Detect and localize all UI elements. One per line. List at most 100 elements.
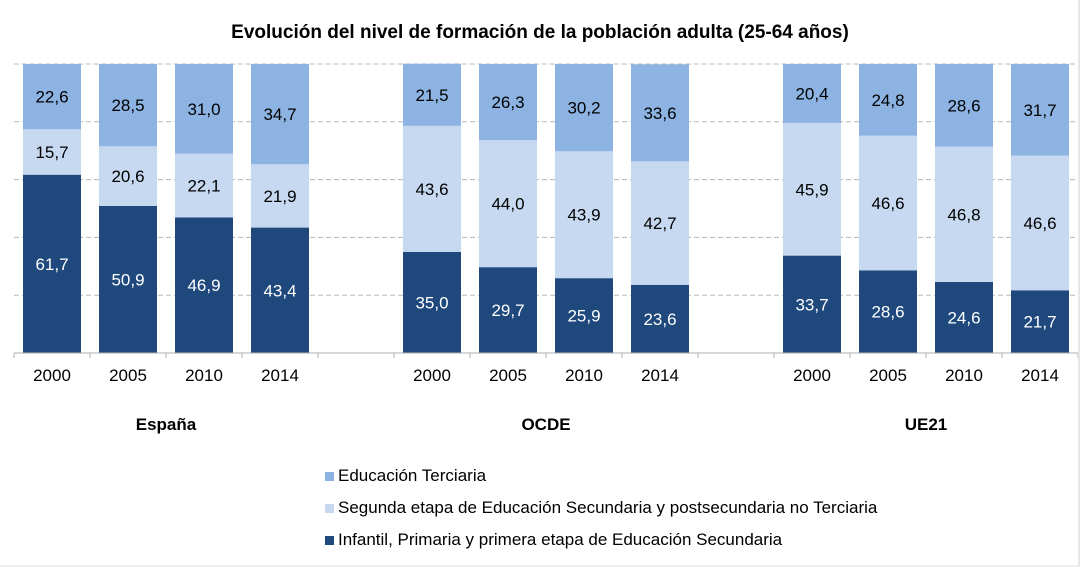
x-tick-label: 2000 <box>793 366 831 385</box>
bar-segment <box>251 64 309 165</box>
data-label: 28,6 <box>871 303 904 322</box>
legend-item-terciaria: Educación Terciaria <box>325 460 877 492</box>
frame-edge-bottom <box>0 565 1080 567</box>
bar-segment <box>783 122 841 256</box>
bar-segment <box>23 174 81 353</box>
bar-segment <box>251 227 309 353</box>
x-tick-label: 2014 <box>641 366 679 385</box>
data-label: 30,2 <box>567 99 600 118</box>
bar-segment <box>631 284 689 353</box>
bar-segment <box>175 153 233 218</box>
data-label: 20,6 <box>111 167 144 186</box>
bar-segment <box>783 64 841 123</box>
data-label: 45,9 <box>795 180 828 199</box>
bar-segment <box>99 146 157 206</box>
data-label: 21,9 <box>263 187 296 206</box>
bar-segment <box>1011 155 1069 291</box>
bar-segment <box>631 161 689 285</box>
chart-title: Evolución del nivel de formación de la p… <box>231 22 849 43</box>
x-tick-label: 2005 <box>869 366 907 385</box>
bar-segment <box>23 129 81 175</box>
legend-label-terciaria: Educación Terciaria <box>338 466 487 485</box>
bar-segment <box>403 251 461 353</box>
bar-segment <box>479 267 537 353</box>
bar-segment <box>251 164 309 228</box>
bar-segment <box>935 146 993 282</box>
bars: 61,7 15,7 22,6 50,9 20,6 28,5 46,9 22,1 31,0 43,4… <box>23 63 1069 353</box>
group-label: España <box>136 415 197 434</box>
bar-segment <box>175 217 233 353</box>
x-tick-label: 2014 <box>261 366 299 385</box>
bar-segment <box>631 64 689 162</box>
data-label: 43,6 <box>415 180 448 199</box>
data-label: 24,6 <box>947 308 980 327</box>
legend-item-segunda-etapa: Segunda etapa de Educación Secundaria y … <box>325 492 877 524</box>
bar-segment <box>555 64 613 152</box>
legend-swatch-terciaria <box>325 471 334 481</box>
data-label: 44,0 <box>491 195 524 214</box>
bar-segment <box>555 151 613 279</box>
legend-label-segunda-etapa: Segunda etapa de Educación Secundaria y … <box>338 498 878 517</box>
x-tick-label: 2000 <box>413 366 451 385</box>
bar-segment <box>99 64 157 147</box>
data-label: 43,9 <box>567 206 600 225</box>
bar-segment <box>403 63 461 126</box>
data-label: 26,3 <box>491 93 524 112</box>
data-label: 61,7 <box>35 255 68 274</box>
bar-segment <box>859 64 917 136</box>
data-label: 42,7 <box>643 214 676 233</box>
data-label: 46,6 <box>1023 214 1056 233</box>
x-tick-label: 2014 <box>1021 366 1059 385</box>
x-axis: 2000 2005 2010 2014 España 2000 2005 2010 2014 OC… <box>13 352 1079 434</box>
x-tick-label: 2005 <box>109 366 147 385</box>
data-label: 34,7 <box>263 105 296 124</box>
data-label: 46,6 <box>871 194 904 213</box>
data-label: 29,7 <box>491 301 524 320</box>
data-label: 28,6 <box>947 96 980 115</box>
group-label: OCDE <box>521 415 570 434</box>
data-label: 35,0 <box>415 293 448 312</box>
bar-segment <box>935 281 993 353</box>
legend-item-primera-etapa: Infantil, Primaria y primera etapa de Ed… <box>325 524 877 556</box>
data-label: 23,6 <box>643 310 676 329</box>
group-label: UE21 <box>905 415 948 434</box>
data-label: 15,7 <box>35 143 68 162</box>
bar-segment <box>555 278 613 353</box>
bar-segment <box>479 64 537 141</box>
legend: Educación Terciaria Segunda etapa de Edu… <box>325 460 877 556</box>
data-label: 46,8 <box>947 205 980 224</box>
data-label: 20,4 <box>795 84 828 103</box>
legend-swatch-primera-etapa <box>325 535 334 545</box>
bar-segment <box>403 125 461 252</box>
bar-segment <box>935 64 993 147</box>
data-label: 22,6 <box>35 88 68 107</box>
data-label: 25,9 <box>567 307 600 326</box>
legend-swatch-segunda-etapa <box>325 503 334 513</box>
bar-segment <box>479 140 537 268</box>
bar-segment <box>1011 64 1069 156</box>
data-label: 43,4 <box>263 281 296 300</box>
x-tick-label: 2010 <box>565 366 603 385</box>
bar-segment <box>23 64 81 130</box>
x-tick-label: 2000 <box>33 366 71 385</box>
data-label: 33,6 <box>643 104 676 123</box>
bar-segment <box>859 135 917 271</box>
data-label: 21,7 <box>1023 313 1056 332</box>
data-label: 24,8 <box>871 91 904 110</box>
data-label: 28,5 <box>111 96 144 115</box>
frame-edge-right <box>1078 0 1080 567</box>
data-label: 33,7 <box>795 295 828 314</box>
bar-segment <box>175 64 233 154</box>
bar-segment <box>783 255 841 353</box>
data-label: 22,1 <box>187 177 220 196</box>
bar-segment <box>859 270 917 353</box>
bar-segment <box>1011 290 1069 353</box>
data-label: 31,0 <box>187 100 220 119</box>
data-label: 21,5 <box>415 86 448 105</box>
data-label: 50,9 <box>111 270 144 289</box>
data-label: 46,9 <box>187 276 220 295</box>
x-tick-label: 2010 <box>945 366 983 385</box>
legend-label-primera-etapa: Infantil, Primaria y primera etapa de Ed… <box>338 530 783 549</box>
data-label: 31,7 <box>1023 101 1056 120</box>
